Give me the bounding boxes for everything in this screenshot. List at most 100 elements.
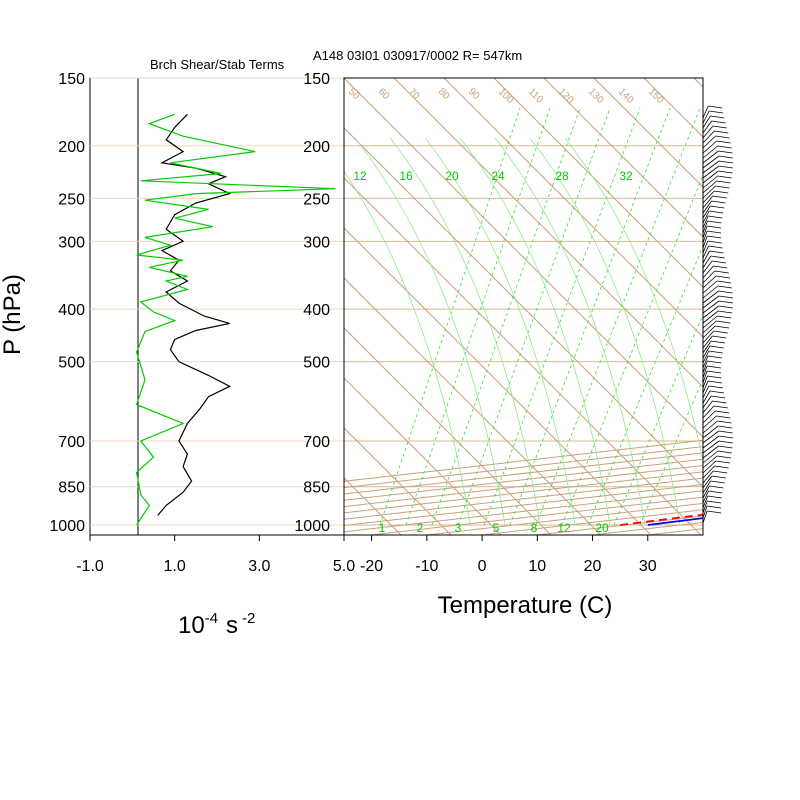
bottom-mixing-ratio-label: 8 — [531, 521, 538, 535]
left-xlabel-unit: s — [226, 612, 238, 639]
wind-barb-staff — [702, 395, 712, 409]
left-xlabel-base: 10 — [178, 612, 205, 639]
wind-barb-flag — [706, 365, 722, 369]
wind-barb-staff — [702, 495, 709, 509]
wind-barb-flag — [717, 420, 732, 424]
wind-barb-flag — [718, 300, 734, 304]
wind-barb-staff — [702, 360, 708, 374]
skewt-x-tick-label: 30 — [639, 558, 657, 575]
wind-barb-staff — [702, 160, 720, 174]
wind-barb-flag — [718, 425, 733, 429]
isotherm-line — [344, 458, 703, 501]
wind-barb-staff — [702, 135, 716, 149]
left-x-tick-label: 5.0 — [333, 558, 355, 575]
dry-adiabat-line — [593, 78, 703, 188]
wind-barb-flag — [708, 105, 723, 109]
left-pressure-tick-label: 500 — [58, 355, 85, 372]
dry-adiabat-line — [443, 78, 703, 338]
wind-barb-flag — [713, 470, 728, 474]
wind-barb-flag — [718, 290, 733, 294]
moist-adiabat-line — [344, 170, 471, 526]
dry-adiabat-line — [794, 78, 800, 548]
wind-barb-flag — [707, 240, 722, 244]
wind-barb-staff — [702, 175, 718, 189]
dry-adiabat-label: 120 — [556, 86, 576, 106]
wind-barb-flag — [716, 180, 731, 184]
dry-adiabat-line — [344, 227, 652, 535]
wind-barb-flag — [710, 480, 725, 484]
wind-barb-flag — [718, 155, 733, 159]
wind-barb-flag — [718, 305, 733, 309]
skewt-x-tick-label: 20 — [584, 558, 602, 575]
wind-barb-staff — [702, 370, 708, 384]
wind-barb-staff — [702, 235, 708, 249]
isotherm-line — [344, 465, 703, 508]
wind-barb-staff — [702, 365, 708, 379]
left-pressure-tick-label: 700 — [58, 434, 85, 451]
left-xlabel-unit-exp: -2 — [242, 610, 255, 627]
wind-barb-flag — [718, 165, 733, 169]
skewt-x-tick-label: 10 — [528, 558, 546, 575]
wind-barb-flag — [718, 170, 733, 174]
moist-adiabat-line — [459, 137, 611, 526]
wind-barb-flag — [718, 295, 734, 299]
dry-adiabat-label: 50 — [346, 86, 362, 102]
skewt-pressure-tick-label: 500 — [303, 355, 330, 372]
wind-barb-flag — [714, 325, 730, 329]
left-chart-title: Brch Shear/Stab Terms — [150, 57, 285, 72]
wind-barb-staff — [702, 220, 708, 234]
left-x-axis-label: 10-4 s -2 — [178, 610, 255, 639]
left-pressure-tick-label: 300 — [58, 234, 85, 251]
wind-barb-flag — [709, 485, 724, 489]
isotherm-line — [344, 446, 703, 489]
skewt-x-tick-label: -20 — [360, 558, 383, 575]
wind-barb-staff — [702, 340, 712, 354]
left-x-tick-label: 3.0 — [248, 558, 270, 575]
wind-barb-staff — [702, 290, 719, 304]
left-x-ticks: -1.0 1.0 3.0 5.0 — [76, 535, 355, 575]
wind-barb-flag — [712, 335, 727, 339]
wind-barb-staff — [702, 120, 712, 134]
dry-adiabat-label: 110 — [526, 86, 545, 105]
shear-stab-panel: -1.0 1.0 3.0 5.0 Brch Shear/Stab Terms P (h… — [0, 57, 355, 639]
wind-barb-flag — [718, 440, 733, 444]
skewt-pressure-tick-label: 700 — [303, 434, 330, 451]
left-green-series-line — [135, 113, 336, 526]
mixing-ratio-label: 12 — [353, 169, 367, 183]
wind-barb-staff — [702, 195, 714, 209]
wind-barb-flag — [718, 445, 733, 449]
wind-barb-staff — [702, 335, 713, 349]
wind-barb-flag — [714, 270, 729, 274]
left-xlabel-exp: -4 — [205, 610, 218, 627]
wind-barb-staff — [702, 125, 714, 139]
wind-barb-staff — [702, 490, 709, 504]
wind-barb-flag — [712, 400, 727, 404]
wind-barb-flag — [718, 310, 733, 314]
left-pressure-tick-label: 400 — [58, 302, 85, 319]
wind-barb-staff — [702, 375, 708, 389]
mixing-ratio-line — [483, 107, 641, 526]
wind-barb-staff — [702, 165, 720, 179]
wind-barb-staff — [702, 105, 709, 119]
wind-barb-staff — [702, 485, 710, 499]
wind-barb-staff — [702, 215, 709, 229]
wind-barb-flag — [715, 275, 731, 279]
wind-barb-staff — [702, 225, 708, 239]
wind-barb-flag — [717, 285, 733, 289]
mixing-ratio-label: 28 — [555, 169, 569, 183]
dry-adiabat-label: 60 — [376, 86, 392, 102]
dry-adiabat-line — [543, 78, 703, 238]
isotherm-line — [344, 452, 703, 495]
left-pressure-grid — [90, 77, 344, 526]
left-y-axis-label: P (hPa) — [0, 274, 26, 355]
dry-adiabat-line — [393, 78, 703, 388]
wind-barb-staff — [702, 420, 718, 434]
bottom-mixing-ratio-label: 1 — [379, 521, 386, 535]
wind-barb-staff — [702, 440, 720, 454]
wind-barb-flag — [709, 390, 725, 394]
dry-adiabat-label: 100 — [496, 86, 516, 106]
skewt-x-axis-label: Temperature (C) — [438, 592, 613, 619]
wind-barb-staff — [702, 450, 719, 464]
wind-barb-flag — [715, 460, 730, 464]
